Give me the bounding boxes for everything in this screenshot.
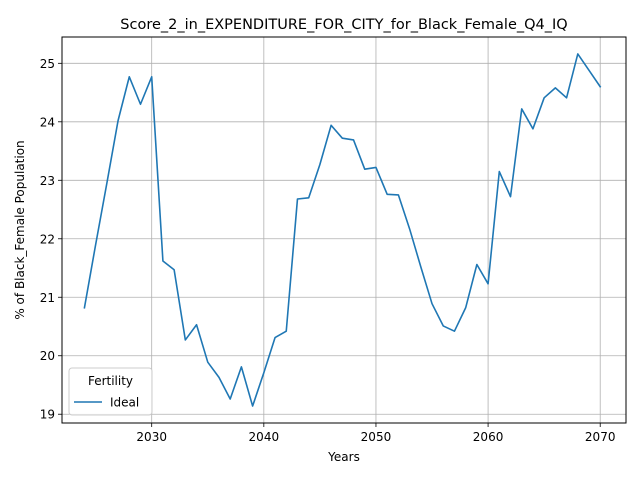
x-tick-label: 2040 — [249, 430, 280, 444]
legend-title: Fertility — [88, 374, 133, 388]
x-tick-label: 2050 — [361, 430, 392, 444]
y-tick-label: 25 — [40, 57, 55, 71]
legend-box — [68, 367, 153, 416]
ticks: 2030 2040 2050 2060 2070 19 20 21 22 23 24 25 — [40, 57, 616, 444]
y-tick-label: 22 — [40, 232, 55, 246]
series-line — [83, 53, 602, 407]
y-tick-label: 21 — [40, 291, 55, 305]
y-tick-label: 19 — [40, 408, 55, 422]
axes-frame — [61, 36, 627, 424]
y-tick-label: 23 — [40, 174, 55, 188]
y-tick-label: 24 — [40, 115, 55, 129]
x-tick-label: 2070 — [585, 430, 616, 444]
grid — [62, 37, 626, 423]
chart-title: Score_2_in_EXPENDITURE_FOR_CITY_for_Blac… — [120, 17, 567, 33]
legend-label: Ideal — [110, 396, 139, 410]
x-axis-label: Years — [327, 450, 360, 464]
series-lines — [83, 53, 602, 407]
y-tick-label: 20 — [40, 349, 55, 363]
plot-area — [62, 37, 626, 423]
x-tick-label: 2060 — [473, 430, 504, 444]
x-tick-label: 2030 — [136, 430, 167, 444]
legend: Fertility Ideal — [68, 367, 153, 416]
y-axis-label: % of Black_Female Population — [13, 140, 27, 319]
